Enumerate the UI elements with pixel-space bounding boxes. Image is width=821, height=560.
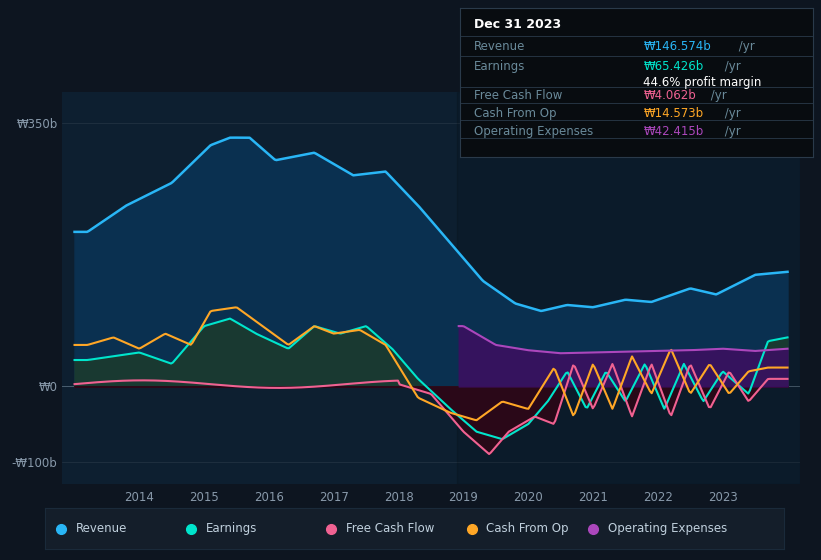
- Text: /yr: /yr: [721, 60, 741, 73]
- Text: Free Cash Flow: Free Cash Flow: [474, 90, 562, 102]
- Text: Operating Expenses: Operating Expenses: [474, 125, 593, 138]
- Text: ₩14.573b: ₩14.573b: [644, 106, 704, 119]
- Text: ₩42.415b: ₩42.415b: [644, 125, 704, 138]
- Text: Earnings: Earnings: [205, 522, 257, 535]
- Text: /yr: /yr: [721, 106, 741, 119]
- Text: Revenue: Revenue: [76, 522, 127, 535]
- Bar: [457, 92, 800, 484]
- Text: /yr: /yr: [721, 125, 741, 138]
- Text: 44.6% profit margin: 44.6% profit margin: [644, 76, 762, 89]
- Text: Cash From Op: Cash From Op: [474, 106, 557, 119]
- Text: ₩65.426b: ₩65.426b: [644, 60, 704, 73]
- Text: /yr: /yr: [707, 90, 727, 102]
- Text: Revenue: Revenue: [474, 40, 525, 53]
- Text: Free Cash Flow: Free Cash Flow: [346, 522, 434, 535]
- Text: Earnings: Earnings: [474, 60, 525, 73]
- Text: ₩4.062b: ₩4.062b: [644, 90, 696, 102]
- Text: ₩146.574b: ₩146.574b: [644, 40, 711, 53]
- Text: /yr: /yr: [735, 40, 754, 53]
- Text: Cash From Op: Cash From Op: [486, 522, 569, 535]
- Text: Dec 31 2023: Dec 31 2023: [474, 18, 561, 31]
- Text: Operating Expenses: Operating Expenses: [608, 522, 727, 535]
